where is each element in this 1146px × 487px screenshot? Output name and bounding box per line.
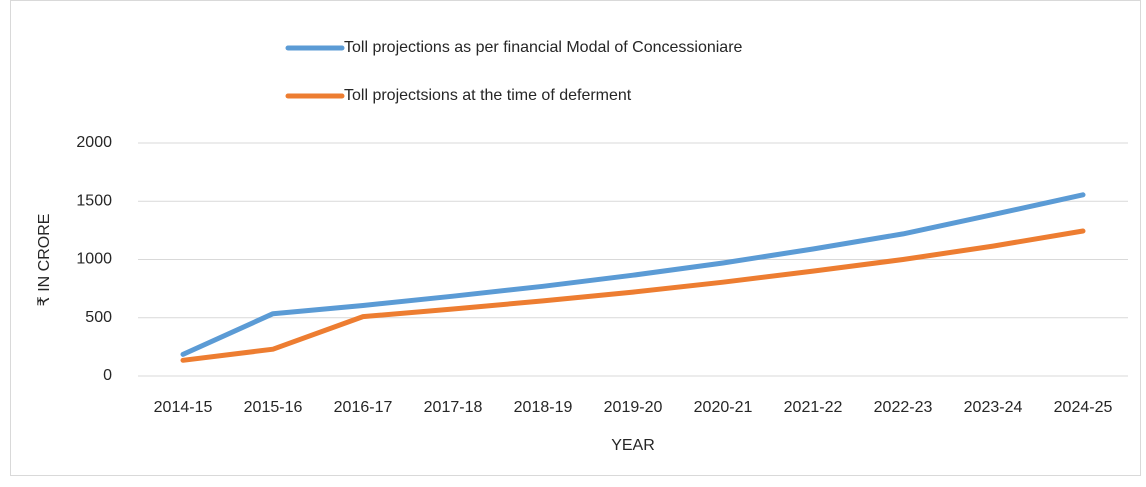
- x-tick-label: 2015-16: [244, 399, 303, 416]
- x-tick-label: 2017-18: [424, 399, 483, 416]
- legend-label: Toll projectsions at the time of deferme…: [344, 87, 632, 104]
- series-line: [180, 192, 1086, 357]
- x-tick-label: 2022-23: [874, 399, 933, 416]
- x-tick-label: 2020-21: [694, 399, 753, 416]
- x-axis-title: YEAR: [611, 437, 655, 454]
- x-tick-label: 2021-22: [784, 399, 843, 416]
- chart-frame: [10, 0, 1141, 476]
- x-tick-label: 2024-25: [1054, 399, 1113, 416]
- y-tick-label: 500: [85, 309, 112, 326]
- y-tick-label: 1000: [76, 251, 112, 268]
- y-tick-label: 2000: [76, 134, 112, 151]
- x-tick-label: 2019-20: [604, 399, 663, 416]
- legend-label: Toll projections as per financial Modal …: [344, 39, 743, 56]
- x-tick-label: 2014-15: [154, 399, 213, 416]
- x-tick-label: 2018-19: [514, 399, 573, 416]
- series-line: [180, 228, 1086, 363]
- x-tick-label: 2023-24: [964, 399, 1023, 416]
- x-tick-label: 2016-17: [334, 399, 393, 416]
- y-axis-title: ₹ IN CRORE: [36, 214, 53, 307]
- y-tick-label: 1500: [76, 192, 112, 209]
- y-tick-label: 0: [103, 367, 112, 384]
